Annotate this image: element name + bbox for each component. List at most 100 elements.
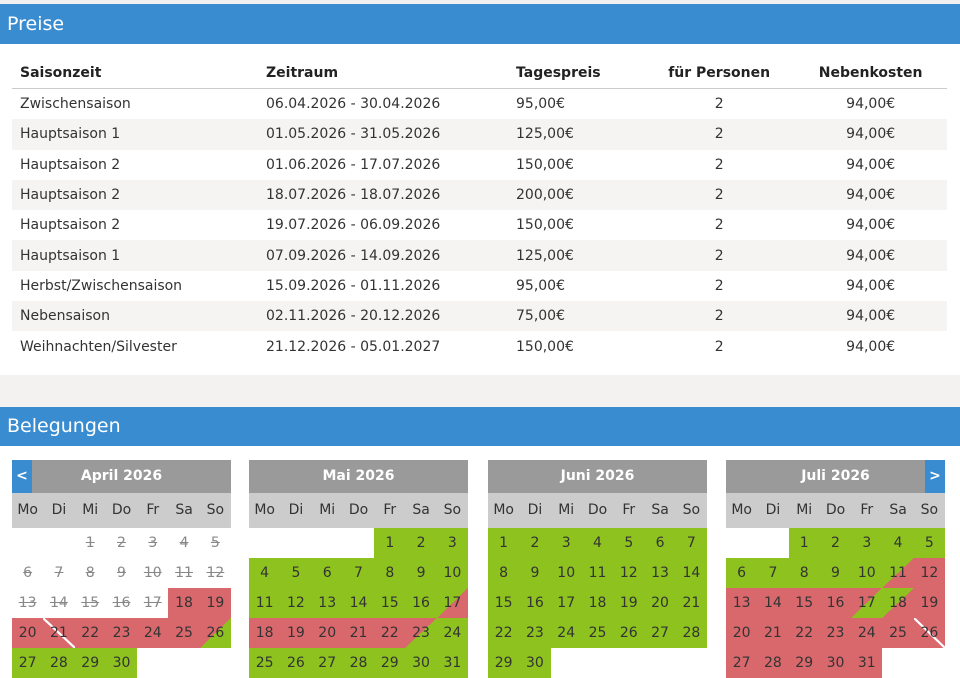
day-booked[interactable]: 22 — [74, 618, 106, 648]
day-departure[interactable]: 23 — [405, 618, 437, 648]
day-free[interactable]: 29 — [374, 648, 406, 678]
day-past[interactable]: 6 — [23, 565, 33, 581]
day-free[interactable]: 30 — [405, 648, 437, 678]
day-free[interactable]: 10 — [436, 558, 468, 588]
day-free[interactable]: 24 — [550, 618, 582, 648]
day-booked[interactable]: 19 — [280, 618, 312, 648]
day-free[interactable]: 9 — [405, 558, 437, 588]
day-free[interactable]: 23 — [519, 618, 551, 648]
day-free[interactable]: 6 — [644, 528, 676, 558]
day-past[interactable]: 9 — [117, 565, 126, 581]
day-free[interactable]: 13 — [311, 588, 343, 618]
day-departure[interactable]: 17 — [851, 588, 883, 618]
day-past[interactable]: 4 — [179, 535, 189, 551]
day-booked[interactable]: 22 — [788, 618, 820, 648]
day-past[interactable]: 5 — [210, 535, 220, 551]
day-free[interactable]: 7 — [675, 528, 707, 558]
day-free[interactable]: 15 — [488, 588, 520, 618]
day-free[interactable]: 26 — [280, 648, 312, 678]
day-past[interactable]: 10 — [143, 565, 162, 581]
day-booked[interactable]: 25 — [168, 618, 200, 648]
day-departure[interactable]: 26 — [199, 618, 231, 648]
day-free[interactable]: 22 — [488, 618, 520, 648]
day-free[interactable]: 11 — [249, 588, 281, 618]
day-past[interactable]: 11 — [175, 565, 193, 581]
day-free[interactable]: 30 — [105, 648, 138, 678]
day-free[interactable]: 4 — [581, 528, 614, 558]
day-booked[interactable]: 14 — [757, 588, 789, 618]
day-free[interactable]: 8 — [488, 558, 520, 588]
day-free[interactable]: 29 — [488, 648, 520, 678]
day-booked-marked[interactable]: 21 — [43, 618, 75, 648]
day-free[interactable]: 14 — [342, 588, 375, 618]
day-booked[interactable]: 19 — [199, 588, 231, 618]
day-free[interactable]: 1 — [374, 528, 406, 558]
day-booked[interactable]: 12 — [913, 558, 945, 588]
day-booked[interactable]: 28 — [757, 648, 789, 678]
day-free[interactable]: 4 — [882, 528, 914, 558]
day-free[interactable]: 2 — [819, 528, 852, 558]
day-past[interactable]: 8 — [85, 565, 95, 581]
day-free[interactable]: 5 — [613, 528, 645, 558]
day-free[interactable]: 10 — [550, 558, 582, 588]
day-free[interactable]: 19 — [613, 588, 645, 618]
day-booked[interactable]: 20 — [726, 618, 758, 648]
day-free[interactable]: 7 — [757, 558, 789, 588]
day-free[interactable]: 16 — [519, 588, 551, 618]
day-booked[interactable]: 19 — [913, 588, 945, 618]
day-free[interactable]: 1 — [788, 528, 820, 558]
day-booked-marked[interactable]: 26 — [913, 618, 945, 648]
day-booked[interactable]: 22 — [374, 618, 406, 648]
day-booked[interactable]: 16 — [819, 588, 852, 618]
day-free[interactable]: 10 — [851, 558, 883, 588]
day-free[interactable]: 25 — [249, 648, 281, 678]
day-past[interactable]: 3 — [148, 535, 158, 551]
day-free[interactable]: 28 — [675, 618, 707, 648]
day-free[interactable]: 20 — [644, 588, 676, 618]
day-free[interactable]: 8 — [374, 558, 406, 588]
day-past[interactable]: 13 — [18, 595, 37, 611]
day-free[interactable]: 30 — [519, 648, 551, 678]
day-free[interactable]: 29 — [74, 648, 106, 678]
day-booked[interactable]: 29 — [788, 648, 820, 678]
day-free[interactable]: 28 — [43, 648, 75, 678]
day-booked[interactable]: 20 — [311, 618, 343, 648]
day-past[interactable]: 16 — [112, 595, 131, 611]
day-free[interactable]: 3 — [436, 528, 468, 558]
day-booked[interactable]: 21 — [342, 618, 375, 648]
day-free[interactable]: 17 — [550, 588, 582, 618]
day-booked[interactable]: 20 — [12, 618, 44, 648]
day-free[interactable]: 27 — [12, 648, 44, 678]
day-past[interactable]: 7 — [54, 565, 64, 581]
day-free[interactable]: 11 — [581, 558, 614, 588]
day-arrival[interactable]: 18 — [882, 588, 914, 618]
next-month-button[interactable]: > — [925, 460, 945, 493]
day-free[interactable]: 2 — [519, 528, 551, 558]
day-booked[interactable]: 23 — [819, 618, 852, 648]
day-free[interactable]: 14 — [675, 558, 707, 588]
day-free[interactable]: 9 — [519, 558, 551, 588]
day-booked[interactable]: 30 — [819, 648, 852, 678]
day-free[interactable]: 21 — [675, 588, 707, 618]
day-booked[interactable]: 21 — [757, 618, 789, 648]
day-free[interactable]: 7 — [342, 558, 375, 588]
day-booked[interactable]: 23 — [105, 618, 138, 648]
day-free[interactable]: 3 — [851, 528, 883, 558]
day-free[interactable]: 16 — [405, 588, 437, 618]
day-free[interactable]: 1 — [488, 528, 520, 558]
day-free[interactable]: 27 — [644, 618, 676, 648]
day-free[interactable]: 6 — [726, 558, 758, 588]
day-free[interactable]: 24 — [436, 618, 468, 648]
day-free[interactable]: 13 — [644, 558, 676, 588]
day-free[interactable]: 26 — [613, 618, 645, 648]
day-free[interactable]: 28 — [342, 648, 375, 678]
day-free[interactable]: 2 — [405, 528, 437, 558]
day-free[interactable]: 31 — [436, 648, 468, 678]
day-free[interactable]: 5 — [280, 558, 312, 588]
day-booked[interactable]: 18 — [168, 588, 200, 618]
day-arrival[interactable]: 17 — [436, 588, 468, 618]
day-free[interactable]: 9 — [819, 558, 852, 588]
day-booked[interactable]: 31 — [851, 648, 883, 678]
day-free[interactable]: 12 — [280, 588, 312, 618]
day-past[interactable]: 15 — [81, 595, 100, 611]
